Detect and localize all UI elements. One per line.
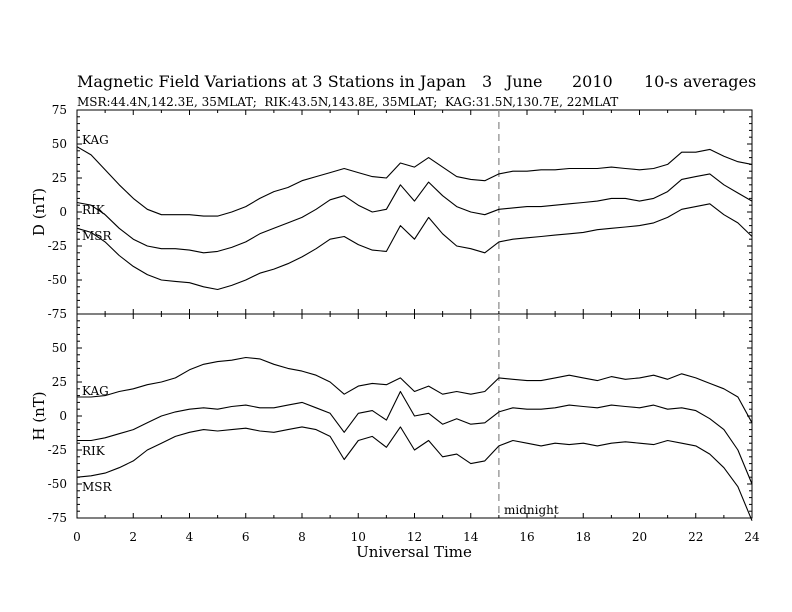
y-tick-label: -50 [48,273,67,287]
x-tick-label: 22 [688,530,703,544]
series-line-kag [77,356,753,424]
y-tick-label: -25 [48,443,67,457]
x-tick-label: 16 [519,530,534,544]
figure-header: Magnetic Field Variations at 3 Stations … [77,72,756,109]
y-tick-label: -50 [48,477,67,491]
x-tick-label: 2 [129,530,137,544]
series-line-msr [76,203,753,291]
time-axis: 0 2 4 6 8 10 12 14 16 18 20 22 24 [73,530,760,544]
series-line-rik [76,173,753,254]
y-tick-label: -75 [48,511,67,525]
y-tick-label: 75 [52,103,67,117]
plot-frame-d [76,109,753,315]
y-tick-label: -25 [48,239,67,253]
series-line-kag [76,146,753,217]
midnight-label: midnight [504,503,559,517]
y-axis-label-d: D (nT) [30,188,48,236]
h-component-panel: -75 -50 -25 0 25 50 H (nT) KAG RIK MSR [30,313,753,525]
x-tick-label: 24 [744,530,760,544]
averaging-note: 10-s averages [644,72,756,91]
x-axis-label: Universal Time [356,543,472,561]
y-tick-label: 50 [52,137,67,151]
y-tick-label: -75 [48,307,67,321]
date-month: June [504,72,543,91]
date-day: 3 [482,72,492,91]
y-tick-label: 0 [59,409,67,423]
d-component-panel: -75 -50 -25 0 25 50 75 D (nT) KAG RIK MSR [30,103,753,321]
series-line-msr [76,426,753,521]
x-tick-label: 0 [73,530,81,544]
series-label-rik: RIK [82,444,106,458]
x-tick-label: 14 [463,530,479,544]
y-tick-label: 50 [52,341,67,355]
y-tick-label: 0 [59,205,67,219]
figure-title: Magnetic Field Variations at 3 Stations … [77,72,466,91]
series-label-msr: MSR [82,480,113,494]
y-axis-label-h: H (nT) [30,391,48,440]
series-label-msr: MSR [82,229,113,243]
x-tick-label: 20 [632,530,647,544]
series-label-kag: KAG [82,384,109,398]
x-tick-label: 18 [576,530,591,544]
x-tick-label: 10 [351,530,366,544]
x-tick-label: 12 [407,530,422,544]
series-line-rik [77,390,753,485]
x-tick-label: 6 [242,530,250,544]
x-tick-label: 8 [298,530,306,544]
stations-info: MSR:44.4N,142.3E, 35MLAT; RIK:43.5N,143.… [77,95,618,109]
series-label-kag: KAG [82,133,109,147]
y-tick-label: 25 [52,171,67,185]
date-year: 2010 [572,72,613,91]
x-tick-label: 4 [186,530,194,544]
series-label-rik: RIK [82,203,106,217]
y-tick-label: 25 [52,375,67,389]
